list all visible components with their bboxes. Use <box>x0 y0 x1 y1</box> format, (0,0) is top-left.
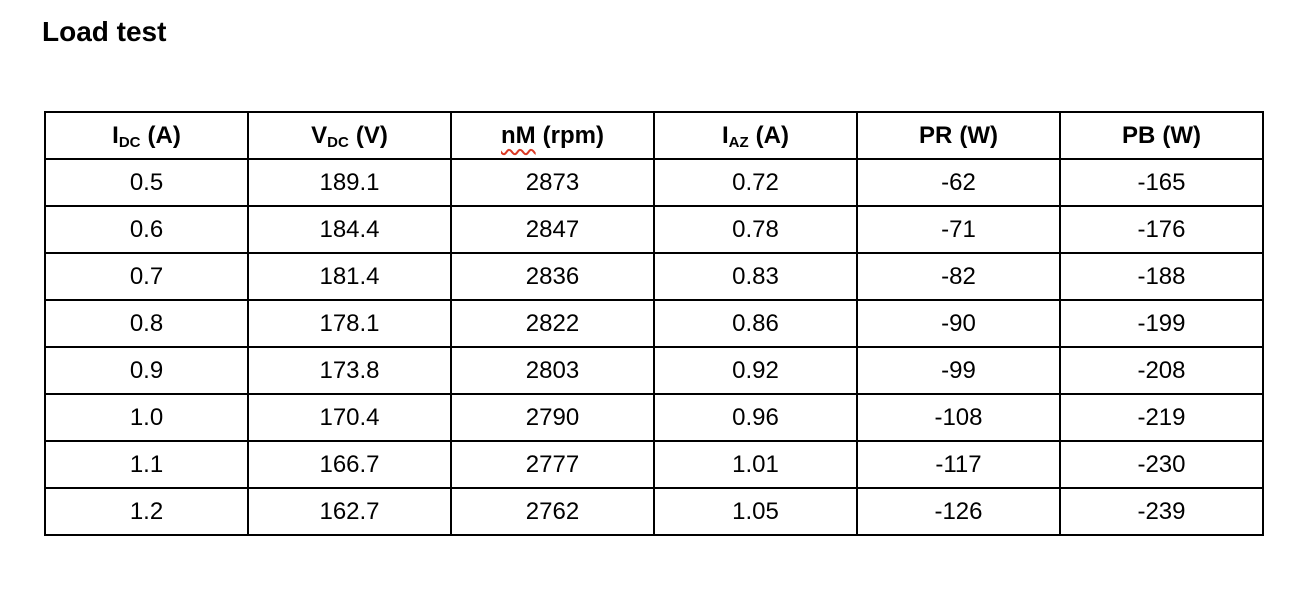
table-cell: 0.72 <box>653 158 858 207</box>
table-cell: 2777 <box>450 440 655 489</box>
header-pr-symbol: PR <box>919 121 953 149</box>
header-iaz-unit: (A) <box>755 121 789 149</box>
table-cell: 1.1 <box>44 440 249 489</box>
table-cell: 184.4 <box>247 205 452 254</box>
table-cell: 0.96 <box>653 393 858 442</box>
table-cell: -82 <box>856 252 1061 301</box>
header-idc-unit: (A) <box>147 121 181 149</box>
table-cell: 0.7 <box>44 252 249 301</box>
table-cell: 0.78 <box>653 205 858 254</box>
header-vdc-subscript: DC <box>327 133 349 151</box>
table-cell: 2836 <box>450 252 655 301</box>
table-cell: 0.5 <box>44 158 249 207</box>
table-cell: -230 <box>1059 440 1264 489</box>
column-header-pr: PR (W) <box>856 111 1061 160</box>
header-idc-subscript: DC <box>118 133 141 151</box>
header-nm-unit: (rpm) <box>542 121 604 149</box>
table-cell: 1.01 <box>653 440 858 489</box>
table-cell: 2873 <box>450 158 655 207</box>
header-vdc-unit: (V) <box>355 121 388 149</box>
table-cell: 162.7 <box>247 487 452 536</box>
column-header-iaz: IAZ (A) <box>653 111 858 160</box>
table-cell: 173.8 <box>247 346 452 395</box>
table-cell: -90 <box>856 299 1061 348</box>
table-cell: -62 <box>856 158 1061 207</box>
table-cell: 1.2 <box>44 487 249 536</box>
table-cell: -188 <box>1059 252 1264 301</box>
table-cell: -99 <box>856 346 1061 395</box>
table-cell: -219 <box>1059 393 1264 442</box>
load-test-table: IDC (A) VDC (V) nM (rpm) IAZ (A) PR (W) PB (W)… <box>44 111 1264 536</box>
table-row: 0.5 189.1 2873 0.72 -62 -165 <box>44 158 1264 207</box>
table-cell: 0.83 <box>653 252 858 301</box>
table-cell: -71 <box>856 205 1061 254</box>
table-cell: 0.86 <box>653 299 858 348</box>
table-cell: 2790 <box>450 393 655 442</box>
table-cell: -165 <box>1059 158 1264 207</box>
table-cell: 1.0 <box>44 393 249 442</box>
table-cell: -199 <box>1059 299 1264 348</box>
table-cell: 170.4 <box>247 393 452 442</box>
table-row: 0.7 181.4 2836 0.83 -82 -188 <box>44 252 1264 301</box>
table-cell: 0.6 <box>44 205 249 254</box>
column-header-idc: IDC (A) <box>44 111 249 160</box>
header-row: IDC (A) VDC (V) nM (rpm) IAZ (A) PR (W) PB (W) <box>44 111 1264 160</box>
table-cell: 0.92 <box>653 346 858 395</box>
table-row: 0.6 184.4 2847 0.78 -71 -176 <box>44 205 1264 254</box>
header-pb-unit: (W) <box>1162 121 1201 149</box>
header-vdc-symbol: V <box>311 121 328 149</box>
table-row: 1.2 162.7 2762 1.05 -126 -239 <box>44 487 1264 536</box>
header-pb-symbol: PB <box>1122 121 1156 149</box>
table-cell: -176 <box>1059 205 1264 254</box>
header-iaz-symbol: I <box>722 121 729 149</box>
table-row: 1.1 166.7 2777 1.01 -117 -230 <box>44 440 1264 489</box>
table-cell: 181.4 <box>247 252 452 301</box>
table-row: 0.9 173.8 2803 0.92 -99 -208 <box>44 346 1264 395</box>
table-cell: 2803 <box>450 346 655 395</box>
table-cell: -117 <box>856 440 1061 489</box>
table-cell: 0.9 <box>44 346 249 395</box>
header-nm-symbol: nM <box>501 121 536 149</box>
table-cell: -208 <box>1059 346 1264 395</box>
table-cell: 2762 <box>450 487 655 536</box>
table-row: 0.8 178.1 2822 0.86 -90 -199 <box>44 299 1264 348</box>
table-cell: 189.1 <box>247 158 452 207</box>
column-header-vdc: VDC (V) <box>247 111 452 160</box>
column-header-nm: nM (rpm) <box>450 111 655 160</box>
table-cell: 2822 <box>450 299 655 348</box>
table-cell: -126 <box>856 487 1061 536</box>
table-cell: 2847 <box>450 205 655 254</box>
table-cell: 178.1 <box>247 299 452 348</box>
table-cell: -239 <box>1059 487 1264 536</box>
table-cell: -108 <box>856 393 1061 442</box>
table-cell: 166.7 <box>247 440 452 489</box>
page-title: Load test <box>42 16 167 47</box>
table-cell: 0.8 <box>44 299 249 348</box>
table-cell: 1.05 <box>653 487 858 536</box>
column-header-pb: PB (W) <box>1059 111 1264 160</box>
header-idc-symbol: I <box>112 121 119 149</box>
header-pr-unit: (W) <box>959 121 998 149</box>
header-iaz-subscript: AZ <box>728 133 749 151</box>
table-row: 1.0 170.4 2790 0.96 -108 -219 <box>44 393 1264 442</box>
